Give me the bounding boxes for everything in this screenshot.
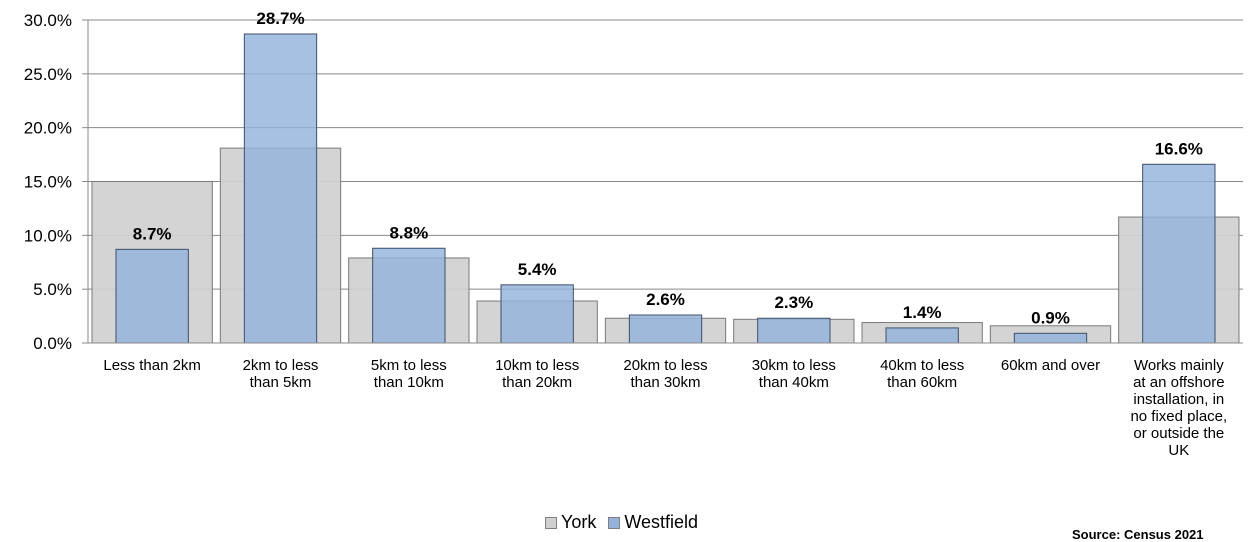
bar-westfield: [757, 317, 831, 344]
x-category-label: no fixed place,: [1130, 408, 1227, 425]
x-category-label: Works mainly: [1134, 357, 1224, 374]
data-label: 5.4%: [518, 260, 557, 279]
y-tick-label: 10.0%: [24, 226, 72, 245]
data-label: 8.8%: [389, 223, 428, 242]
bar-westfield: [1142, 163, 1216, 344]
data-label: 0.9%: [1031, 308, 1070, 327]
bar-westfield: [885, 327, 959, 344]
x-category-label: at an offshore: [1133, 374, 1224, 391]
data-label: 28.7%: [256, 9, 304, 28]
bar-westfield: [500, 284, 574, 344]
x-category-label: or outside the: [1133, 425, 1224, 442]
x-category-label: 40km to less: [880, 357, 964, 374]
y-tick-label: 5.0%: [33, 280, 72, 299]
y-tick-label: 30.0%: [24, 11, 72, 30]
x-category-label: Less than 2km: [103, 357, 201, 374]
y-tick-label: 25.0%: [24, 65, 72, 84]
x-category-label: installation, in: [1133, 391, 1224, 408]
legend-item-york: York: [545, 512, 596, 533]
data-labels: 8.7% 28.7% 8.8% 5.4% 2.6% 2.3% 1.4% 0.9% 16.6%: [133, 9, 1203, 327]
legend-label-westfield: Westfield: [624, 512, 699, 532]
data-label: 2.6%: [646, 290, 685, 309]
data-label: 16.6%: [1155, 139, 1203, 158]
x-category-label: 10km to less: [495, 357, 579, 374]
data-label: 8.7%: [133, 224, 172, 243]
x-category-label: than 30km: [630, 374, 700, 391]
legend-item-westfield: Westfield: [608, 512, 698, 533]
source-note: Source: Census 2021: [1072, 527, 1204, 542]
bar-westfield: [243, 33, 318, 344]
y-tick-label: 20.0%: [24, 119, 72, 138]
x-category-label: than 60km: [887, 374, 957, 391]
bars: [91, 33, 1240, 344]
westfield-swatch: [608, 516, 621, 529]
x-category-label: 5km to less: [371, 357, 447, 374]
x-category-label: 30km to less: [752, 357, 836, 374]
y-tick-label: 0.0%: [33, 334, 72, 353]
x-category-label: than 5km: [250, 374, 312, 391]
x-category-label: than 40km: [759, 374, 829, 391]
y-tick-label: 15.0%: [24, 173, 72, 192]
bar-westfield: [115, 248, 189, 344]
data-label: 2.3%: [774, 293, 813, 312]
legend: York Westfield: [545, 512, 698, 533]
bar-westfield: [1013, 332, 1088, 344]
data-label: 1.4%: [903, 303, 942, 322]
york-swatch: [545, 516, 557, 529]
y-axis: 0.0% 5.0% 10.0% 15.0% 20.0% 25.0% 30.0%: [24, 11, 1243, 353]
legend-label-york: York: [561, 512, 597, 532]
bar-westfield: [628, 314, 703, 344]
x-category-label: 2km to less: [243, 357, 319, 374]
x-category-label: than 10km: [374, 374, 444, 391]
bar-westfield: [372, 247, 446, 344]
x-category-label: 20km to less: [623, 357, 707, 374]
x-category-label: 60km and over: [1001, 357, 1100, 374]
x-category-label: UK: [1168, 442, 1189, 459]
x-category-label: than 20km: [502, 374, 572, 391]
